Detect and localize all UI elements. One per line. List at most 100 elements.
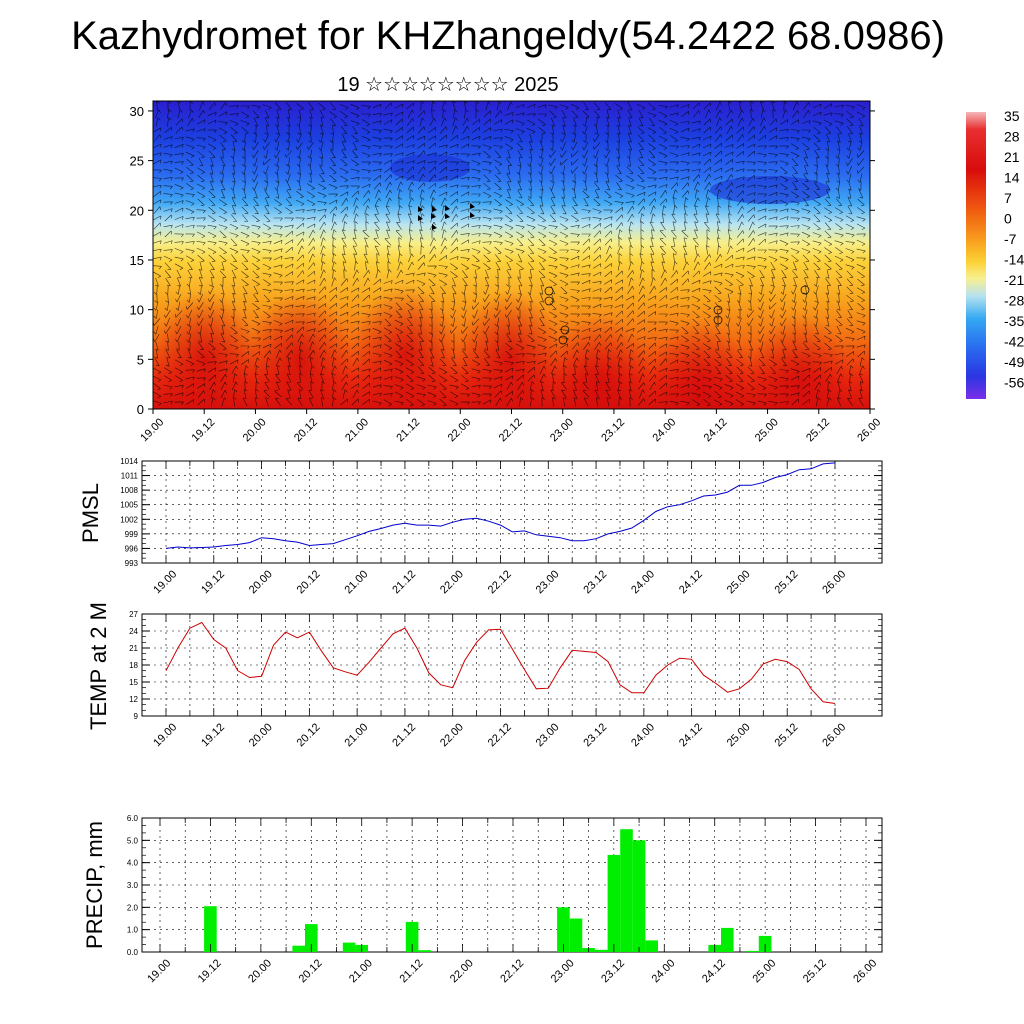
precip-bar [569, 918, 583, 952]
precip-bar [620, 829, 633, 952]
x-tick-label: 26.00 [820, 568, 848, 596]
precip-bar [557, 907, 570, 952]
precip-bar [758, 935, 772, 952]
cross-section-y-tick: 15 [130, 253, 144, 268]
cross-section-y-tick: 20 [130, 203, 144, 218]
y-tick-label: 12 [129, 695, 138, 704]
cross-section-x-tick: 24.00 [650, 416, 678, 444]
y-tick-label: 21 [129, 644, 138, 653]
cross-section-x-tick: 19.00 [138, 416, 166, 444]
temp-y-label: TEMP at 2 M [86, 602, 111, 730]
colorbar-label: 35 [1004, 108, 1020, 124]
x-tick-label: 20.00 [247, 721, 275, 749]
x-tick-label: 19.00 [145, 957, 173, 985]
precip-bar [721, 927, 734, 952]
cross-section-x-tick: 21.00 [343, 416, 371, 444]
x-tick-label: 20.12 [295, 568, 323, 596]
y-tick-label: 27 [129, 610, 138, 619]
cold-core [390, 154, 470, 182]
page-title: Kazhydromet for KHZhangeldy(54.2422 68.0… [71, 14, 945, 58]
x-tick-label: 24.00 [650, 957, 678, 985]
y-tick-label: 1011 [121, 472, 139, 481]
cross-section-x-tick: 23.12 [599, 416, 627, 444]
precip-y-axis: 0.0 1.0 2.0 3.0 4.0 5.0 6.0 [127, 814, 882, 957]
wind-flag [470, 212, 475, 218]
colorbar-label: -14 [1004, 252, 1024, 268]
colorbar-strip [966, 112, 986, 399]
cross-section-y-axis: 0 5 10 15 20 25 30 [130, 104, 875, 417]
precip-bar [594, 949, 608, 952]
pmsl-y-label: PMSL [78, 483, 103, 543]
pmsl-frame [141, 460, 883, 564]
pmsl-y-axis: 993 996 999 1002 1005 1008 1011 1014 [120, 457, 882, 568]
y-tick-label: 3.0 [127, 881, 139, 890]
cold-core [710, 176, 830, 204]
x-tick-label: 19.12 [199, 721, 227, 749]
cross-section-y-tick: 30 [130, 104, 144, 119]
calm-circle [800, 285, 810, 295]
x-tick-label: 19.12 [196, 957, 224, 985]
precip-bars [204, 829, 772, 952]
x-tick-label: 26.00 [851, 957, 879, 985]
colorbar-label: -7 [1004, 231, 1017, 247]
y-tick-label: 15 [129, 678, 138, 687]
warm-anomaly [353, 285, 457, 409]
x-tick-label: 20.12 [295, 721, 323, 749]
cross-section-x-tick: 24.12 [702, 416, 730, 444]
wind-flag [432, 206, 437, 212]
wind-flag [418, 215, 423, 221]
precip-bar [342, 942, 356, 952]
cross-section-x-axis: 19.00 19.12 20.00 20.12 21.00 21.12 22.00 22.12… [138, 409, 883, 444]
x-tick-label: 23.00 [534, 721, 562, 749]
wind-flag [432, 224, 437, 230]
cross-section-panel: 0 5 10 15 20 25 30 19.00 19.12 20.00 20.12 21.00 21… [130, 100, 883, 444]
x-tick-label: 24.00 [629, 721, 657, 749]
temp-panel: 9 12 15 18 21 24 27 19.00 19.12 20.00 20.12 21.00 2… [86, 602, 883, 749]
temp-frame [141, 613, 883, 717]
temp-series-line [165, 621, 836, 704]
x-tick-label: 25.12 [801, 957, 829, 985]
y-tick-label: 1005 [120, 501, 138, 510]
x-tick-label: 23.12 [599, 957, 627, 985]
precip-bar [645, 940, 658, 952]
x-tick-label: 25.12 [773, 568, 801, 596]
y-tick-label: 999 [125, 530, 139, 539]
colorbar-label: -21 [1004, 272, 1024, 288]
x-tick-label: 22.00 [438, 568, 466, 596]
warm-anomaly [548, 315, 652, 409]
x-tick-label: 22.12 [498, 957, 526, 985]
colorbar-label: 7 [1004, 190, 1012, 206]
calm-circle [560, 325, 570, 335]
cross-section-x-tick: 21.12 [394, 416, 422, 444]
colorbar: 35 28 21 14 7 0 -7 -14 -21 -28 -35 -42 -49 -56 [966, 108, 1024, 399]
x-tick-label: 24.12 [677, 568, 705, 596]
precip-bar [305, 924, 318, 952]
colorbar-label: -28 [1004, 293, 1024, 309]
precip-bar [204, 906, 217, 952]
colorbar-label: -49 [1004, 354, 1024, 370]
pmsl-series-line [165, 462, 836, 549]
cross-section-y-tick: 5 [137, 352, 144, 367]
y-tick-label: 1014 [120, 457, 138, 466]
colorbar-label: -35 [1004, 313, 1024, 329]
colorbar-label: -42 [1004, 334, 1024, 350]
x-tick-label: 24.00 [629, 568, 657, 596]
temp-y-axis: 9 12 15 18 21 24 27 [129, 610, 882, 721]
warm-anomaly [748, 315, 852, 409]
wind-flag [470, 203, 475, 209]
x-tick-label: 22.12 [486, 568, 514, 596]
y-tick-label: 996 [125, 544, 139, 553]
cross-section-x-tick: 25.00 [753, 416, 781, 444]
cross-section-x-tick: 23.00 [548, 416, 576, 444]
x-tick-label: 21.12 [397, 957, 425, 985]
x-tick-label: 20.12 [297, 957, 325, 985]
x-tick-label: 21.12 [390, 721, 418, 749]
y-tick-label: 18 [129, 661, 138, 670]
x-tick-label: 19.00 [151, 721, 179, 749]
wind-barb-field [153, 101, 866, 407]
x-tick-label: 21.00 [342, 568, 370, 596]
calm-circle [544, 296, 554, 306]
y-tick-label: 1.0 [127, 926, 139, 935]
colorbar-labels: 35 28 21 14 7 0 -7 -14 -21 -28 -35 -42 -49 -56 [1004, 108, 1024, 391]
x-tick-label: 25.00 [725, 721, 753, 749]
